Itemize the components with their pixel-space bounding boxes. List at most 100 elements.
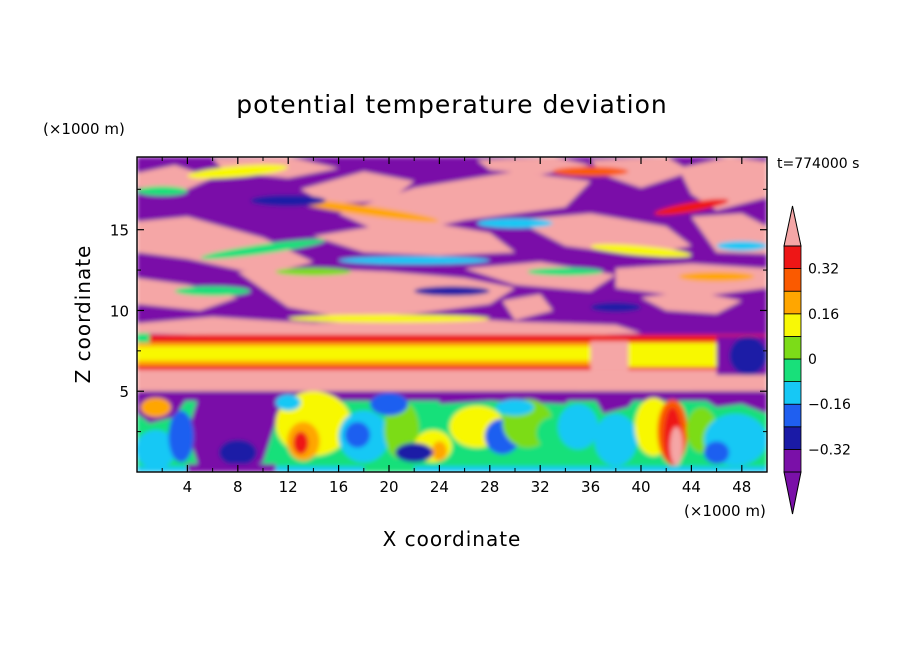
field-region — [137, 370, 767, 392]
field-region — [590, 341, 629, 371]
field-blob — [275, 394, 301, 411]
field-region — [137, 360, 767, 366]
y-axis-unit: (×1000 m) — [43, 120, 125, 138]
field-blob — [704, 441, 730, 464]
colorbar-bin — [783, 381, 802, 405]
field-blob — [729, 336, 767, 376]
colorbar-bin — [783, 290, 802, 315]
field-blob — [654, 198, 729, 216]
y-axis-label: Z coordinate — [71, 245, 95, 384]
field-region — [137, 342, 767, 347]
y-tick-label: 10 — [110, 302, 129, 320]
time-label: t=774000 s — [777, 156, 859, 172]
y-tick-label: 15 — [110, 222, 129, 240]
field-blob — [557, 404, 599, 450]
x-tick-label: 48 — [732, 478, 751, 496]
colorbar-label: −0.32 — [808, 442, 851, 458]
field-blob — [477, 218, 553, 229]
x-axis-label: X coordinate — [383, 527, 522, 551]
colorbar-bin — [783, 335, 802, 360]
colorbar-bin — [783, 403, 802, 428]
x-tick-label: 8 — [233, 478, 243, 496]
field-blob — [691, 391, 767, 414]
field-blob — [590, 157, 692, 188]
field-blob — [137, 165, 213, 190]
x-tick-label: 28 — [480, 478, 499, 496]
field-blob — [218, 439, 257, 466]
field-blob — [515, 213, 692, 256]
field-blob — [678, 157, 767, 211]
field-blob — [439, 391, 578, 405]
field-blob — [137, 216, 314, 275]
field-blob — [288, 198, 439, 222]
field-blob — [293, 431, 309, 455]
plot-frame — [136, 156, 768, 473]
colorbar-bin — [783, 358, 802, 383]
field-region — [137, 333, 150, 343]
field-blob — [313, 220, 515, 256]
colorbar: 0.32 0.16 0 −0.16 −0.32 — [783, 205, 851, 515]
field-blob — [174, 286, 251, 296]
field-blob — [237, 268, 516, 317]
y-axis-ticks: 5 10 15 — [110, 188, 767, 433]
field-blob — [338, 171, 591, 237]
x-tick-label: 16 — [329, 478, 348, 496]
field-blob — [300, 171, 415, 204]
field-blob — [527, 267, 604, 276]
field-region — [137, 365, 767, 371]
field-blob — [187, 164, 289, 179]
field-blob — [496, 399, 534, 416]
field-blob — [552, 166, 629, 177]
x-tick-label: 20 — [379, 478, 398, 496]
field-blob — [137, 316, 641, 338]
field-blob — [137, 430, 177, 469]
field-blob — [431, 441, 447, 461]
x-tick-label: 4 — [183, 478, 193, 496]
colorbar-bin — [783, 448, 802, 473]
field-blob — [594, 413, 638, 466]
field-blob — [370, 392, 408, 416]
field-blob — [678, 271, 755, 282]
colorbar-bin — [783, 426, 802, 450]
field-region — [137, 334, 767, 343]
x-tick-label: 32 — [531, 478, 550, 496]
colorbar-label: −0.16 — [808, 397, 851, 413]
field-blob — [140, 397, 172, 418]
field-blob — [288, 314, 490, 323]
colorbar-max-extension — [783, 205, 802, 247]
field-blob — [641, 291, 742, 314]
field-blob — [502, 294, 553, 321]
colorbar-bin — [783, 313, 802, 337]
field-blob — [200, 239, 326, 260]
field-blob — [187, 391, 289, 472]
field-blob — [669, 426, 683, 466]
field-region — [628, 342, 717, 367]
field-blob — [590, 244, 692, 258]
x-tick-label: 36 — [581, 478, 600, 496]
y-tick-label: 5 — [119, 383, 129, 401]
field-blob — [395, 442, 434, 463]
field-blob — [716, 241, 767, 251]
field-blob — [344, 421, 371, 448]
colorbar-label: 0.32 — [808, 262, 839, 278]
colorbar-label: 0.16 — [808, 307, 839, 323]
field-blob — [590, 302, 641, 313]
field-blob — [250, 194, 326, 207]
x-tick-label: 44 — [682, 478, 701, 496]
x-tick-label: 24 — [430, 478, 449, 496]
x-tick-label: 12 — [279, 478, 298, 496]
field-blob — [414, 286, 490, 296]
field-region — [187, 463, 276, 472]
colorbar-min-extension — [783, 471, 802, 515]
field-blob — [137, 186, 188, 196]
field-blob — [168, 410, 194, 463]
colorbar-bin — [783, 268, 802, 292]
field-blob — [275, 267, 352, 276]
field-blob — [590, 391, 641, 414]
heatmap-field — [137, 157, 767, 472]
colorbar-label: 0 — [808, 352, 817, 368]
x-tick-label: 40 — [631, 478, 650, 496]
x-axis-unit: (×1000 m) — [684, 502, 766, 520]
x-axis-ticks: 4 8 12 16 20 24 28 32 36 40 44 48 — [161, 157, 751, 496]
